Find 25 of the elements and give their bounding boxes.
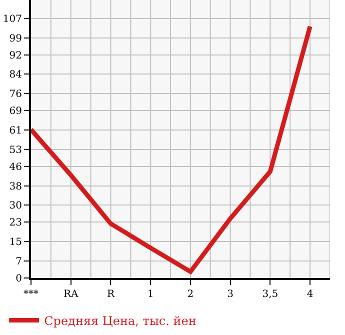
y-tick-label: 23 (9, 218, 22, 229)
y-tick-label: 107 (2, 14, 22, 25)
y-tick-label: 92 (9, 50, 22, 62)
x-tick-label: 1 (147, 289, 154, 300)
x-tick-label: RA (63, 289, 80, 300)
y-tick-label: 38 (9, 181, 22, 192)
y-tick-label: 46 (9, 162, 22, 173)
y-tick-label: 61 (9, 126, 22, 137)
y-tick-label: 99 (9, 33, 22, 44)
y-tick-label: 84 (9, 70, 22, 81)
line-series (31, 24, 312, 274)
x-tick-label: 3 (227, 289, 234, 300)
y-tick-label: 53 (9, 144, 22, 156)
x-tick-label: 4 (306, 289, 314, 300)
x-tick-label: *** (24, 289, 38, 300)
legend-label: Средняя Цена, тыс. йен (44, 314, 196, 328)
x-tick-label: R (106, 289, 115, 300)
y-tick-label: 30 (9, 200, 22, 212)
x-tick-label: 3,5 (262, 289, 278, 300)
y-tick-label: 7 (16, 256, 22, 268)
y-tick-label: 69 (9, 106, 22, 118)
x-tick-label: 2 (187, 289, 194, 300)
y-tick-label: 76 (9, 89, 22, 100)
y-tick-label: 0 (16, 274, 22, 284)
y-tick-label: 15 (9, 237, 22, 248)
